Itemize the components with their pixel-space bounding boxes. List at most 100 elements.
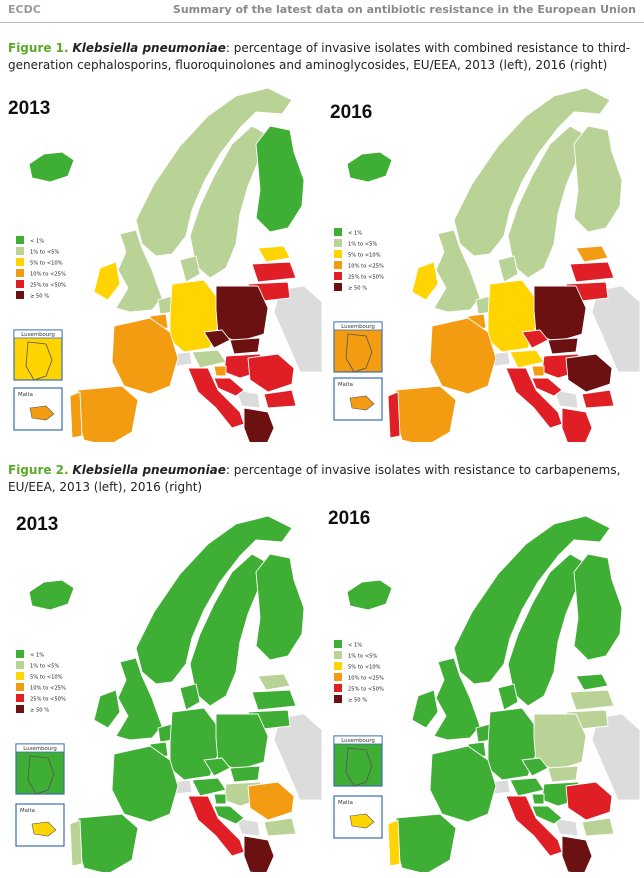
legend-swatch-1: [334, 640, 342, 648]
country-ro: [247, 353, 295, 393]
legend-swatch-1: [334, 228, 342, 236]
country-no: [453, 515, 611, 685]
inset-luxembourg-label: Luxembourg: [21, 332, 55, 338]
legend-swatch-5: [16, 280, 24, 288]
inset-luxembourg-header: [333, 735, 383, 745]
country-dk: [179, 255, 201, 283]
legend-label-4: 10% to <25%: [348, 264, 384, 270]
map-countries: [346, 87, 640, 442]
legend-label-2: 1% to <5%: [348, 242, 377, 248]
country-pt: [69, 391, 83, 439]
country-is: [346, 151, 393, 183]
country-pt: [69, 819, 83, 867]
map-countries: [28, 515, 322, 872]
country-ro: [565, 353, 613, 393]
header-title: Summary of the latest data on antibiotic…: [172, 3, 636, 16]
country-se: [507, 125, 585, 279]
legend-label-5: 25% to <50%: [348, 275, 384, 281]
figure2-text: : percentage of invasive isolates with r…: [8, 463, 621, 494]
map-year-label: 2016: [328, 508, 370, 529]
figure2-map-2013: 2013 < 1% 1% to <5% 5% to <10% 10% to <25% 25…: [4, 502, 322, 872]
legend-label-6: ≥ 50 %: [30, 708, 49, 714]
legend-label-2: 1% to <5%: [30, 250, 59, 256]
country-es: [77, 385, 139, 442]
legend-label-2: 1% to <5%: [348, 654, 377, 660]
country-no: [135, 87, 293, 257]
legend-swatch-5: [16, 694, 24, 702]
legend-swatch-1: [16, 236, 24, 244]
legend-swatch-2: [16, 247, 24, 255]
country-it: [505, 795, 563, 857]
figure1-text: : percentage of invasive isolates with c…: [8, 41, 631, 72]
nodata-area-0: [591, 713, 640, 801]
legend-swatch-4: [16, 269, 24, 277]
inset-luxembourg-header: [333, 321, 383, 331]
country-dk: [497, 683, 519, 711]
country-is: [28, 579, 75, 611]
country-hr: [213, 377, 245, 397]
country-sk: [547, 765, 579, 783]
map-year-label: 2016: [330, 102, 372, 123]
country-mt: [31, 821, 57, 837]
map-countries: [346, 515, 640, 872]
country-it: [505, 367, 563, 429]
country-pl: [215, 285, 269, 343]
country-hr: [531, 377, 563, 397]
inset-luxembourg: Luxembourg: [333, 735, 383, 787]
country-ro: [247, 781, 295, 821]
country-ee: [257, 245, 291, 263]
nodata-area-0: [591, 285, 640, 373]
legend-swatch-6: [334, 695, 342, 703]
legend-swatch-3: [16, 672, 24, 680]
country-fi: [255, 125, 305, 233]
country-se: [507, 553, 585, 707]
inset-malta: Malta: [13, 387, 63, 431]
country-bg: [581, 389, 615, 409]
country-si: [213, 365, 227, 377]
country-lu: [345, 747, 373, 787]
figure1-caption: Figure 1. Klebsiella pneumoniae: percent…: [8, 40, 636, 74]
figure1-label: Figure 1.: [8, 41, 69, 55]
inset-malta-label: Malta: [338, 800, 353, 806]
legend-swatch-2: [334, 651, 342, 659]
country-gr: [243, 835, 275, 872]
figure1-species: Klebsiella pneumoniae: [72, 41, 226, 55]
country-si: [531, 365, 545, 377]
legend-swatch-3: [334, 662, 342, 670]
country-se: [189, 125, 267, 279]
country-ro: [565, 781, 613, 821]
legend-label-1: < 1%: [30, 239, 44, 245]
country-hr: [531, 805, 563, 825]
legend-swatch-2: [334, 239, 342, 247]
figure2-species: Klebsiella pneumoniae: [72, 463, 226, 477]
country-uk: [433, 229, 481, 313]
inset-malta-label: Malta: [338, 382, 353, 388]
country-es: [395, 385, 457, 442]
legend-swatch-4: [16, 683, 24, 691]
inset-luxembourg: Luxembourg: [15, 743, 65, 795]
figure2-label: Figure 2.: [8, 463, 69, 477]
legend-swatch-2: [16, 661, 24, 669]
country-si: [531, 793, 545, 805]
country-pl: [533, 285, 587, 343]
country-ie: [93, 261, 121, 301]
country-fi: [573, 553, 623, 661]
figure2-map-2016: 2016 < 1% 1% to <5% 5% to <10% 10% to <25% 25…: [322, 502, 640, 872]
legend-label-5: 25% to <50%: [348, 687, 384, 693]
map-legend: < 1% 1% to <5% 5% to <10% 10% to <25% 25% to…: [334, 640, 384, 704]
legend-label-2: 1% to <5%: [30, 664, 59, 670]
legend-label-1: < 1%: [348, 231, 362, 237]
country-fr: [111, 745, 179, 823]
inset-malta: Malta: [15, 803, 65, 847]
country-bg: [263, 817, 297, 837]
page-header: ECDC Summary of the latest data on antib…: [0, 0, 644, 23]
country-bg: [581, 817, 615, 837]
legend-swatch-5: [334, 684, 342, 692]
country-it: [187, 795, 245, 857]
country-no: [135, 515, 293, 685]
inset-malta-label: Malta: [20, 808, 35, 814]
figure1-map-2013: 2013 < 1% 1% to <5% 5% to <10% 10% to <25% 25…: [4, 86, 322, 442]
legend-label-4: 10% to <25%: [30, 272, 66, 278]
country-lu: [25, 341, 53, 381]
legend-label-1: < 1%: [348, 643, 362, 649]
